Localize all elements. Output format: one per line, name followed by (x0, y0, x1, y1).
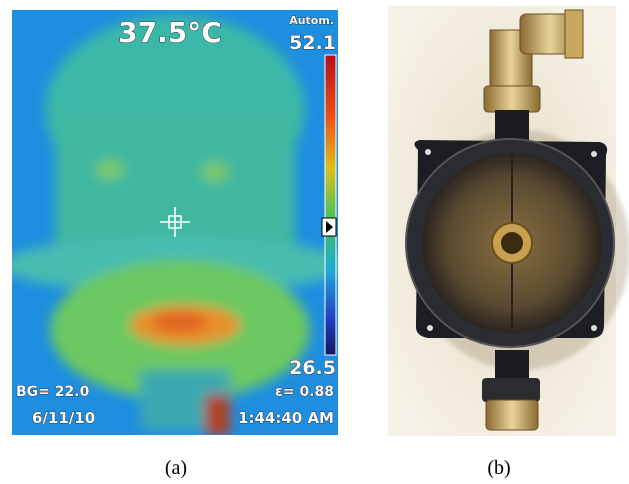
emissivity: ε= 0.88 (275, 384, 334, 400)
range-mode: Autom. (289, 14, 334, 27)
figure: 37.5°C Autom. 52.1 26.5 BG= 22.0 ε= 0.88… (0, 0, 629, 484)
photo (388, 6, 629, 436)
caption: (a) (165, 457, 187, 479)
spot-temperature: 37.5°C (118, 16, 222, 49)
date: 6/11/10 (32, 409, 95, 427)
background-temp: BG= 22.0 (16, 384, 90, 400)
scale-min: 26.5 (289, 357, 336, 379)
color-scale (325, 55, 336, 355)
time: 1:44:40 AM (238, 409, 334, 427)
scale-max: 52.1 (289, 32, 336, 54)
thermal-image: 37.5°C Autom. 52.1 26.5 BG= 22.0 ε= 0.88… (0, 10, 350, 435)
caption: (b) (487, 457, 510, 479)
figure-svg: 37.5°C Autom. 52.1 26.5 BG= 22.0 ε= 0.88… (0, 0, 629, 484)
